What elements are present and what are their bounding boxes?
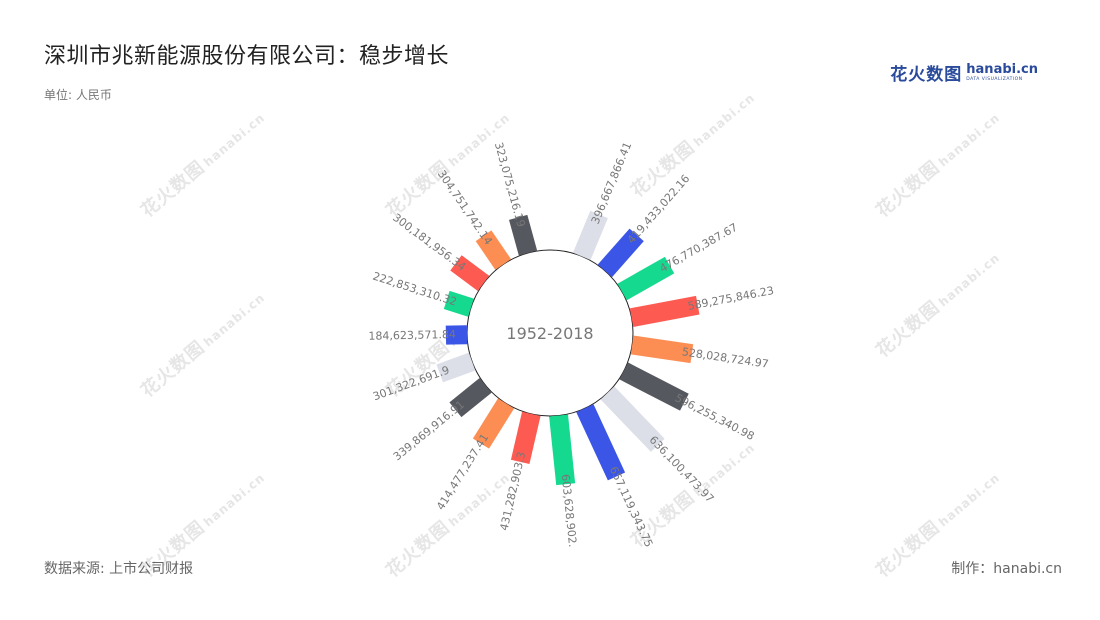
bar-group (619, 362, 689, 411)
bar-group (549, 414, 576, 486)
bar-value-label: 300,181,956.34 (390, 211, 468, 274)
bar-group (630, 335, 694, 364)
radial-bar (572, 210, 608, 260)
radial-bar (630, 335, 694, 364)
radial-bar (449, 377, 492, 418)
bar-group (445, 325, 468, 345)
brand-logo: 花火数图 hanabi.cn DATA VISUALIZATION (890, 60, 1038, 85)
bar-group (450, 255, 490, 292)
bar-group (472, 398, 515, 449)
bar-value-label: 396,667,866.41 (589, 140, 634, 226)
bar-value-label: 339,869,916.91 (391, 398, 467, 463)
bar-group (597, 228, 644, 278)
radial-bar (443, 290, 474, 317)
bar-value-label: 301,322,691.9 (371, 363, 451, 403)
bar-group (600, 386, 665, 452)
maker-credit: 制作：hanabi.cn (951, 561, 1062, 577)
bar-value-label: 657,119,343.75 (607, 464, 656, 549)
radial-bar (597, 228, 644, 278)
bar-value-label: 528,028,724.97 (681, 345, 769, 370)
bar-group (629, 295, 700, 327)
bar-group (510, 411, 541, 465)
bar-value-label: 414,477,237.41 (434, 431, 491, 512)
bar-group (576, 404, 626, 481)
bar-group (509, 214, 538, 256)
radial-bar (509, 214, 538, 256)
radial-bar (617, 256, 675, 301)
logo-en-text: hanabi.cn (966, 61, 1038, 77)
data-source: 数据来源: 上市公司财报 (44, 561, 194, 577)
bar-value-label: 589,275,846.23 (687, 284, 775, 313)
center-circle (466, 249, 634, 417)
radial-bar (576, 404, 626, 481)
bar-group (436, 352, 476, 383)
radial-bar (445, 325, 468, 345)
bar-value-label: 323,075,216.19 (492, 141, 528, 229)
radial-bar (600, 386, 665, 452)
bar-value-label: 603,628,902. (559, 474, 580, 548)
radial-bar (619, 362, 689, 411)
bar-value-label: 184,623,571.84 (368, 328, 456, 343)
bar-group (572, 210, 608, 260)
bar-group (475, 230, 512, 270)
radial-bar (450, 255, 490, 292)
logo-sub-text: DATA VISUALIZATION (966, 76, 1023, 82)
bar-value-label: 222,853,310.32 (371, 270, 458, 309)
radial-bar (436, 352, 476, 383)
bar-value-label: 636,100,473.97 (647, 433, 717, 505)
center-label: 1952-2018 (506, 324, 593, 343)
bar-group (617, 256, 675, 301)
radial-bar (629, 295, 700, 327)
logo-en-block: hanabi.cn DATA VISUALIZATION (966, 63, 1038, 83)
radial-bar (510, 411, 541, 465)
radial-bar (472, 398, 515, 449)
bar-value-label: 419,433,022.16 (625, 172, 693, 246)
radial-bar (549, 414, 576, 486)
unit-label: 单位: 人民币 (44, 88, 112, 102)
bar-group (449, 377, 492, 418)
bar-value-label: 476,770,387.67 (657, 221, 739, 276)
bar-value-label: 304,751,742.14 (435, 168, 495, 248)
radial-bar (475, 230, 512, 270)
page-title: 深圳市兆新能源股份有限公司：稳步增长 (44, 44, 450, 69)
logo-cn-text: 花火数图 (890, 65, 963, 85)
bar-group (443, 290, 474, 317)
bar-value-label: 431,282,903.3 (497, 451, 528, 532)
bar-value-label: 596,255,340.98 (673, 391, 757, 443)
